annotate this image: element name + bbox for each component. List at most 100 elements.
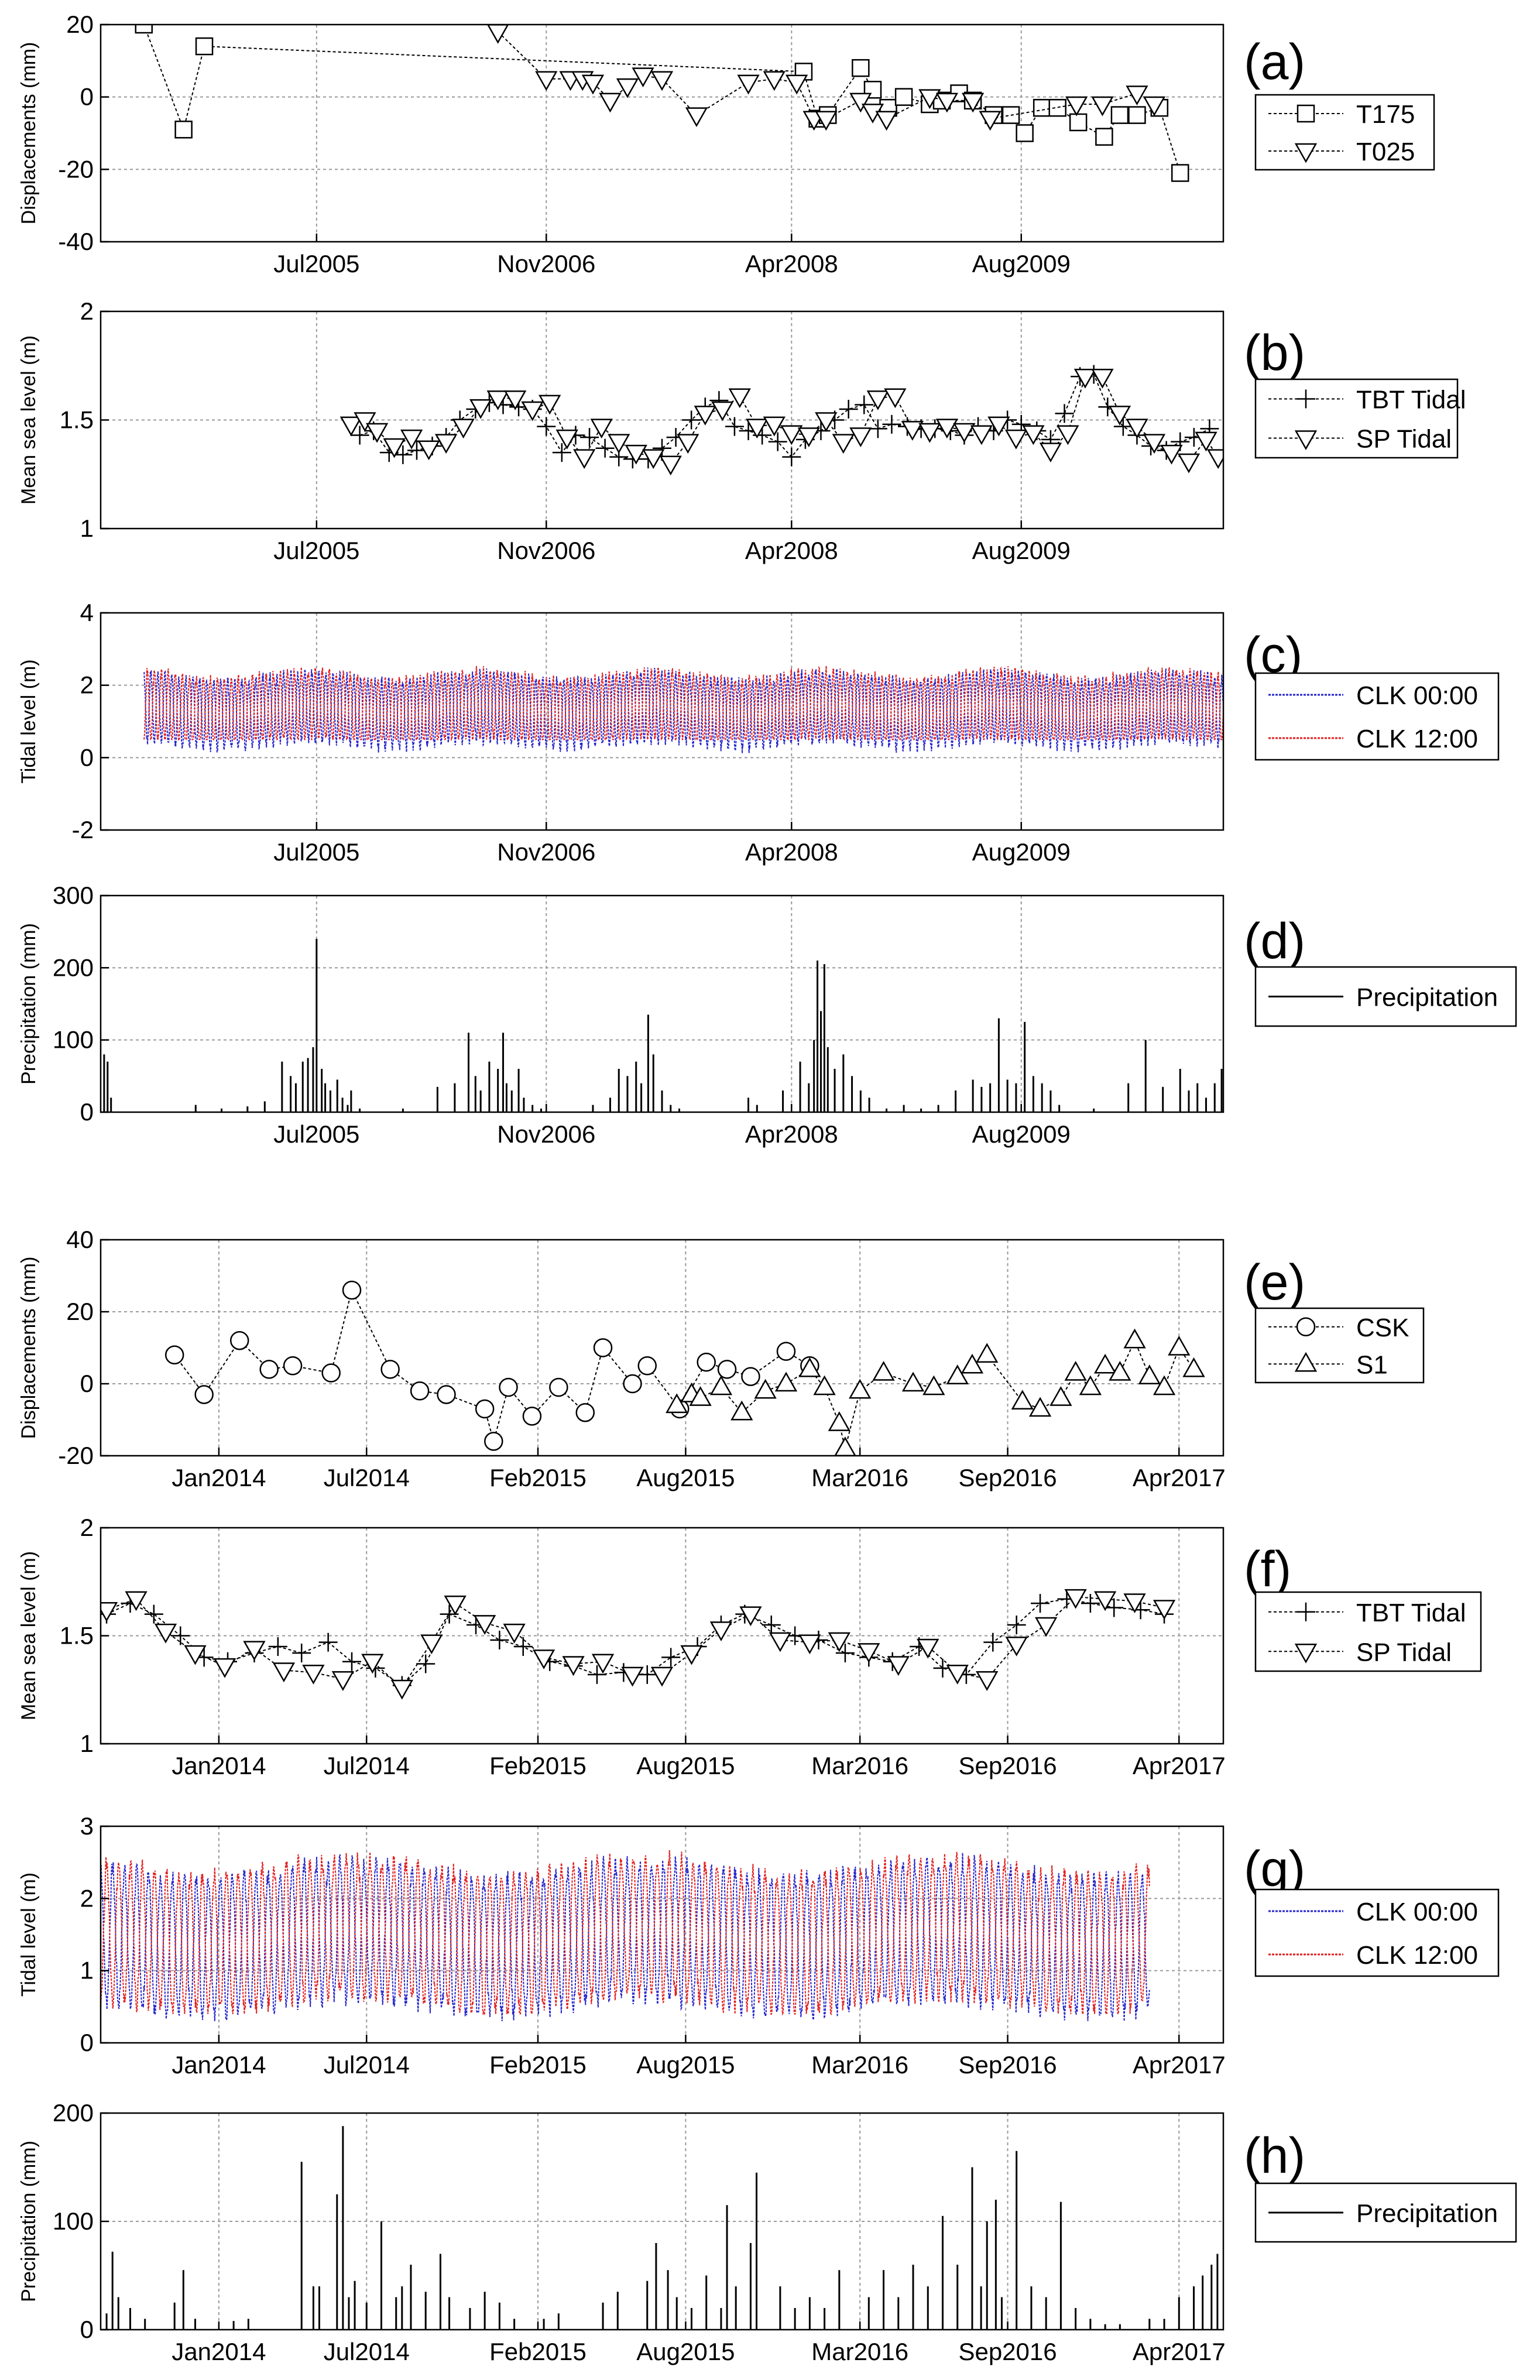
precip-bar [144, 2319, 146, 2330]
tidal-line-clk-12-00 [101, 1850, 1150, 2016]
data-point [682, 410, 701, 430]
precip-bar [980, 2286, 982, 2330]
precip-bar [971, 2167, 973, 2330]
plot-area [339, 365, 1223, 476]
legend-label: CSK [1356, 1314, 1409, 1342]
data-point [677, 434, 699, 454]
precip-bar [110, 1098, 112, 1112]
precip-bar [523, 1098, 525, 1112]
panel-e: Jan2014 Jul2014 Feb2015 Aug2015 Mar2016 Sep20… [18, 1226, 1425, 1491]
data-point [339, 416, 363, 437]
data-point [780, 425, 803, 445]
precip-bar [626, 1076, 629, 1112]
data-point [1081, 1594, 1100, 1613]
data-point [562, 1656, 585, 1676]
data-point [1079, 1375, 1102, 1395]
precip-bar [129, 2308, 131, 2330]
y-tick-label: 1 [80, 515, 94, 542]
legend-box [1254, 672, 1500, 761]
precip-bar [497, 1069, 499, 1112]
data-point [1123, 1593, 1146, 1613]
y-tick-label: 3 [80, 1812, 94, 1840]
legend-label: SP Tidal [1356, 1638, 1452, 1666]
panel-letter: (d) [1244, 913, 1305, 969]
data-point [591, 1654, 615, 1674]
legend-box [1254, 378, 1459, 459]
precip-bar [474, 1076, 476, 1112]
data-point [539, 395, 561, 415]
legend: Precipitation [1254, 966, 1517, 1027]
panel-g: Jan2014 Jul2014 Feb2015 Aug2015 Mar2016 Sep20… [18, 1812, 1500, 2079]
data-point [866, 390, 889, 410]
data-point [318, 1633, 338, 1652]
data-point [259, 1360, 279, 1379]
data-point [855, 395, 874, 414]
data-point [487, 25, 509, 44]
y-tick-label: 0 [80, 743, 94, 771]
data-point [504, 390, 527, 410]
panel-letter: (h) [1244, 2128, 1305, 2184]
data-point [272, 1662, 296, 1683]
x-tick-label: Nov2006 [497, 838, 595, 866]
precip-bar [1127, 1083, 1130, 1112]
precip-bar [834, 1069, 836, 1112]
data-point [416, 1654, 435, 1673]
precip-bar [301, 1061, 304, 1112]
x-tick-label: Jul2005 [273, 1120, 359, 1148]
precip-bar [194, 2319, 197, 2330]
y-tick-label: -20 [58, 155, 94, 183]
data-point [1143, 434, 1166, 454]
data-point [828, 1632, 850, 1652]
x-tick-label: Sep2016 [958, 2051, 1057, 2079]
data-point [1177, 453, 1201, 474]
x-tick-label: Apr2008 [745, 537, 838, 564]
precip-bar [942, 2216, 944, 2330]
data-point [587, 1665, 606, 1684]
data-point [650, 71, 674, 91]
precip-bar [956, 2265, 959, 2330]
data-point [490, 1630, 509, 1649]
data-point [444, 1595, 467, 1616]
precip-bar [1148, 2319, 1151, 2330]
precip-bar [635, 1061, 637, 1112]
x-tick-label: Sep2016 [958, 1752, 1057, 1779]
precip-bar [705, 2275, 708, 2330]
precip-bar [592, 1105, 594, 1112]
data-point [164, 1345, 184, 1365]
data-point [884, 388, 907, 409]
precip-bar [1089, 2319, 1092, 2330]
plot-area [164, 1280, 1205, 1456]
x-tick-label: Aug2009 [972, 250, 1071, 277]
legend-marker [1294, 1352, 1318, 1372]
legend-label: Precipitation [1356, 2199, 1498, 2228]
x-tick-label: Nov2006 [497, 537, 595, 564]
legend: TBT Tidal SP Tidal [1254, 378, 1466, 459]
data-point [361, 1654, 384, 1674]
precip-bar [1213, 1083, 1216, 1112]
axes-frame [100, 23, 1225, 243]
x-tick-label: Feb2015 [489, 2338, 586, 2365]
data-point [953, 423, 976, 443]
panel-d: Jul2005 Nov2006 Apr2008 Aug2009 0 100 200 300 Pr… [18, 882, 1517, 1148]
data-point [484, 1432, 503, 1451]
data-point [666, 1393, 688, 1414]
x-tick-label: Jan2014 [172, 1752, 266, 1779]
x-tick-label: Sep2016 [958, 2338, 1057, 2365]
data-point [1064, 1589, 1087, 1609]
data-point [741, 1367, 760, 1386]
legend: CSK S1 [1254, 1307, 1425, 1384]
legend-label: SP Tidal [1356, 425, 1452, 454]
data-point [390, 1679, 413, 1700]
precip-bar [609, 1098, 611, 1112]
precip-bar [867, 2297, 870, 2330]
data-point [154, 1623, 177, 1644]
legend-label: CLK 00:00 [1356, 681, 1478, 710]
precip-bar [1162, 1086, 1164, 1112]
precip-bar [543, 2319, 545, 2330]
precip-bar [824, 2308, 826, 2330]
y-tick-label: 20 [66, 1298, 94, 1325]
data-point [680, 1645, 703, 1665]
data-point [632, 67, 654, 88]
y-tick-label: 0 [80, 83, 94, 111]
panel-letter: (b) [1244, 325, 1305, 381]
